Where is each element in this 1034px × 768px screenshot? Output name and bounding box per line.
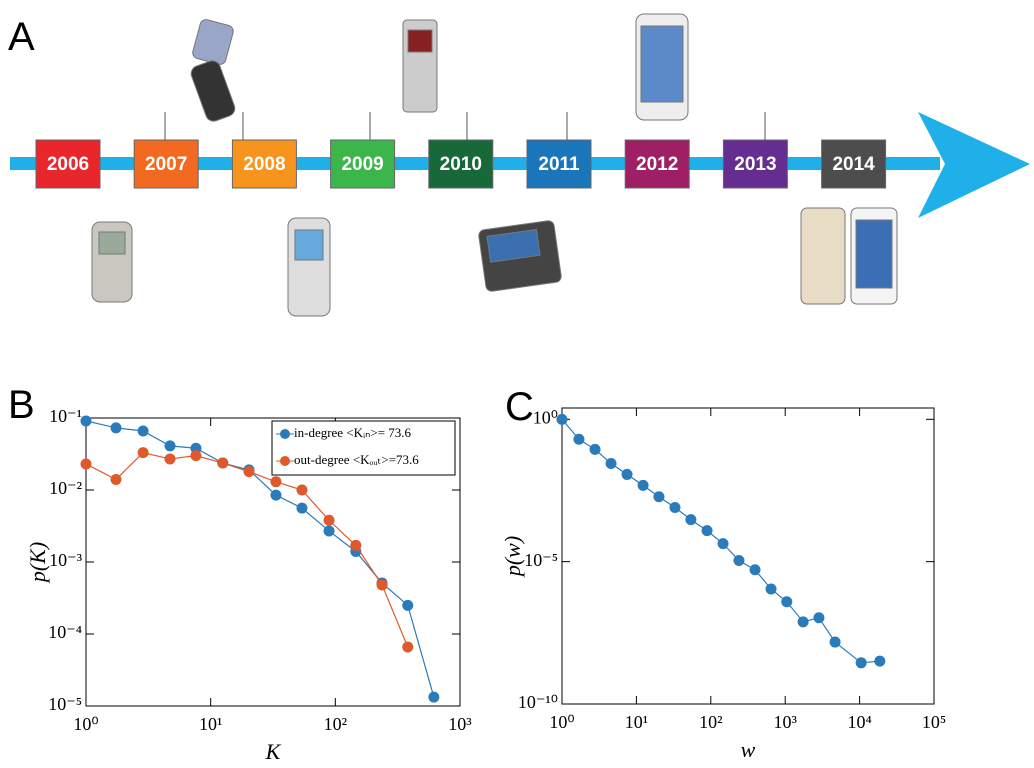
x-tick-label: 10⁰ — [549, 712, 574, 732]
data-point — [402, 599, 414, 611]
year-label: 2009 — [341, 154, 383, 175]
data-point — [749, 564, 761, 576]
data-point — [110, 473, 122, 485]
panel-label: A — [8, 15, 35, 59]
data-point — [855, 657, 867, 669]
year-box — [821, 139, 887, 189]
year-box — [330, 139, 396, 189]
y-tick-label: 10⁻¹⁰ — [518, 692, 558, 712]
data-point — [376, 579, 388, 591]
data-point — [164, 453, 176, 465]
data-point — [589, 443, 601, 455]
data-point — [217, 457, 229, 469]
y-axis-label: p(w) — [500, 536, 525, 578]
x-tick-label: 10³ — [773, 712, 797, 732]
plot-frame — [561, 407, 935, 705]
data-point — [701, 525, 713, 537]
data-point — [270, 476, 282, 488]
y-tick-label: 10⁻³ — [49, 550, 83, 570]
data-point — [323, 525, 335, 537]
year-box — [624, 139, 690, 189]
data-point — [717, 538, 729, 550]
y-tick-label: 10⁻² — [49, 478, 82, 498]
data-point — [556, 413, 568, 425]
y-tick-label: 10⁻⁵ — [48, 694, 82, 714]
data-point — [110, 422, 122, 434]
data-point — [813, 612, 825, 624]
data-point — [296, 502, 308, 514]
data-point — [781, 596, 793, 608]
data-point — [829, 636, 841, 648]
year-label: 2010 — [440, 154, 482, 175]
data-point — [80, 458, 92, 470]
data-point — [733, 554, 745, 566]
year-label: 2014 — [832, 154, 875, 175]
y-tick-label: 10⁻⁴ — [48, 622, 82, 642]
x-tick-label: 10³ — [448, 714, 472, 734]
data-point — [637, 479, 649, 491]
panel-label: B — [8, 383, 35, 427]
x-axis-label: w — [741, 737, 756, 762]
data-point — [428, 691, 440, 703]
year-label: 2011 — [538, 154, 580, 175]
year-label: 2007 — [145, 154, 187, 175]
legend-marker — [280, 456, 290, 466]
data-point — [765, 583, 777, 595]
y-tick-label: 10⁻⁵ — [524, 550, 558, 570]
x-tick-label: 10⁴ — [847, 712, 871, 732]
x-tick-label: 10² — [699, 712, 722, 732]
x-tick-label: 10² — [324, 714, 347, 734]
year-box — [428, 139, 494, 189]
x-tick-label: 10⁰ — [73, 714, 98, 734]
y-axis-label: p(K) — [25, 542, 50, 584]
y-tick-label: 10⁻¹ — [49, 406, 82, 426]
data-point — [621, 468, 633, 480]
year-box — [526, 139, 592, 189]
data-point — [685, 514, 697, 526]
y-tick-label: 10⁰ — [533, 407, 558, 427]
legend-box — [271, 420, 456, 476]
data-point — [296, 484, 308, 496]
data-point — [402, 641, 414, 653]
data-point — [350, 539, 362, 551]
data-point — [270, 489, 282, 501]
year-box — [35, 139, 101, 189]
legend-marker — [280, 429, 290, 439]
legend-label: out-degree <Kₒᵤₜ>=73.6 — [294, 452, 419, 467]
data-point — [80, 415, 92, 427]
data-point — [874, 655, 886, 667]
data-point — [137, 425, 149, 437]
data-point — [797, 616, 809, 628]
legend-label: in-degree <Kᵢₙ>= 73.6 — [294, 425, 412, 440]
year-label: 2013 — [734, 154, 776, 175]
data-point — [243, 466, 255, 478]
phones — [91, 13, 898, 317]
data-point — [653, 491, 665, 503]
x-tick-label: 10⁵ — [922, 712, 946, 732]
data-point — [605, 458, 617, 470]
x-tick-label: 10¹ — [625, 712, 648, 732]
year-box — [231, 139, 297, 189]
year-box — [133, 139, 199, 189]
data-point — [323, 514, 335, 526]
year-label: 2008 — [243, 154, 285, 175]
x-tick-label: 10¹ — [199, 714, 222, 734]
x-axis-label: K — [265, 739, 282, 764]
data-point — [137, 447, 149, 459]
year-label: 2006 — [47, 154, 89, 175]
data-point — [573, 433, 585, 445]
year-label: 2012 — [636, 154, 678, 175]
data-point — [190, 450, 202, 462]
year-box — [722, 139, 788, 189]
timeline-arrowhead — [918, 112, 1030, 218]
data-point — [164, 440, 176, 452]
data-point — [669, 501, 681, 513]
panel-label: C — [505, 385, 534, 429]
